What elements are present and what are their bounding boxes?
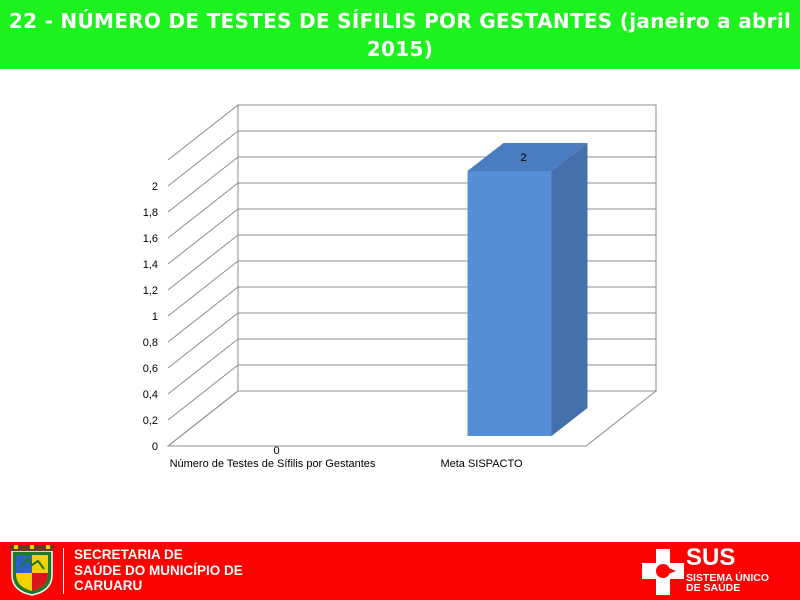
gridline-depth <box>167 286 239 343</box>
gridline-depth <box>167 234 239 291</box>
footer-bar: SECRETARIA DE SAÚDE DO MUNICÍPIO DE CARU… <box>0 542 800 600</box>
y-tick-label: 2 <box>152 181 158 193</box>
sus-logo-subtitle: SISTEMA ÚNICO DE SAÚDE <box>686 572 770 594</box>
org-name: SECRETARIA DE SAÚDE DO MUNICÍPIO DE CARU… <box>74 547 243 594</box>
y-tick-label: 0,4 <box>143 389 158 401</box>
y-tick-label: 1,4 <box>143 259 158 271</box>
data-label: 2 <box>520 152 526 164</box>
y-tick-label: 0,8 <box>143 337 158 349</box>
footer-divider <box>63 548 64 594</box>
org-line: SECRETARIA DE <box>74 547 183 562</box>
gridline-depth <box>167 182 239 239</box>
org-line: SAÚDE DO MUNICÍPIO DE <box>74 562 243 578</box>
chart-back-wall <box>237 104 657 392</box>
gridline-depth <box>167 208 239 265</box>
y-tick-label: 1,2 <box>143 285 158 297</box>
sus-subtitle-line: SISTEMA ÚNICO <box>686 572 770 584</box>
y-tick-label: 1,6 <box>143 233 158 245</box>
bar-front <box>467 171 552 436</box>
gridline-depth <box>167 260 239 317</box>
y-tick-label: 0,6 <box>143 363 158 375</box>
org-line: CARUARU <box>74 578 143 593</box>
y-tick-label: 1,8 <box>143 207 158 219</box>
chart-left-wall <box>167 103 239 447</box>
x-category-label: Meta SISPACTO <box>440 458 523 470</box>
sus-subtitle-line: DE SAÚDE <box>686 582 741 594</box>
slide-title: 22 - NÚMERO DE TESTES DE SÍFILIS POR GES… <box>8 8 792 61</box>
chart-floor <box>166 390 658 447</box>
gridline-depth <box>167 364 239 421</box>
data-label: 0 <box>273 445 279 457</box>
bar-side <box>551 143 588 436</box>
gridline-depth <box>167 338 239 395</box>
gridline-depth <box>167 156 239 213</box>
title-bar: 22 - NÚMERO DE TESTES DE SÍFILIS POR GES… <box>0 0 800 69</box>
municipal-crest-icon <box>10 545 54 596</box>
sus-logo-text: SUS <box>686 544 736 571</box>
sus-cross-icon <box>642 549 684 595</box>
y-tick-label: 0 <box>152 441 158 453</box>
sus-logo: SUS SISTEMA ÚNICO DE SAÚDE <box>642 544 798 597</box>
bar-top <box>467 143 588 171</box>
y-tick-label: 0,2 <box>143 415 158 427</box>
gridline-depth <box>167 312 239 369</box>
y-tick-label: 1 <box>152 311 158 323</box>
x-category-label: Número de Testes de Sífilis por Gestante… <box>170 458 376 470</box>
gridline-depth <box>167 130 239 187</box>
